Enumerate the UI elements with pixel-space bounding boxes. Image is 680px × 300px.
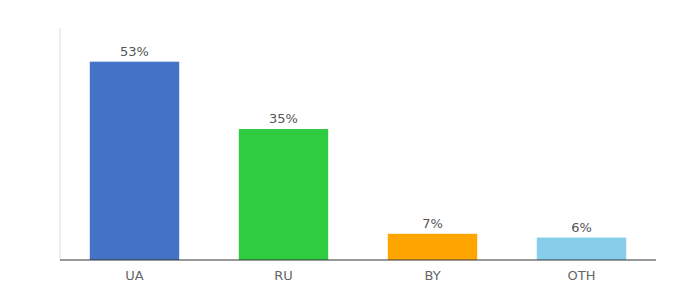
- chart-svg: UA RU BY OTH 53% 35% 7% 6%: [0, 0, 680, 300]
- bar: [388, 234, 477, 260]
- data-label: 35%: [269, 111, 298, 126]
- chart-container: UA RU BY OTH 53% 35% 7% 6%: [0, 0, 680, 300]
- x-tick-label: BY: [424, 268, 440, 283]
- data-label: 7%: [422, 216, 443, 231]
- bars: [90, 62, 626, 260]
- data-label: 6%: [571, 220, 592, 235]
- y-axis-line: [60, 28, 61, 260]
- bar: [239, 129, 328, 260]
- data-label: 53%: [120, 44, 149, 59]
- bar: [537, 238, 626, 260]
- bar: [90, 62, 179, 260]
- x-tick-label: OTH: [568, 268, 596, 283]
- x-axis-line: [60, 260, 656, 261]
- x-tick-label: UA: [125, 268, 144, 283]
- x-tick-label: RU: [274, 268, 293, 283]
- page: {"chart_data": {"type": "bar", "categori…: [0, 0, 680, 300]
